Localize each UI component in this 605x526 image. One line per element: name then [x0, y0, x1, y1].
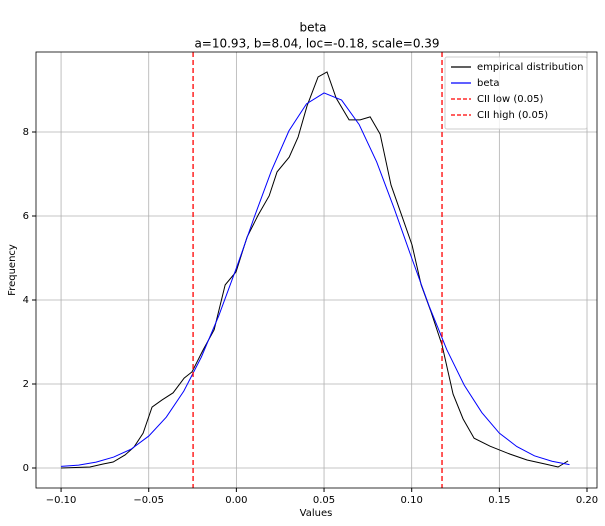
y-tick-label: 6 — [23, 211, 29, 222]
legend-box — [444, 56, 588, 130]
y-tick-label: 8 — [23, 127, 29, 138]
legend-label: CII low (0.05) — [477, 94, 543, 105]
y-axis-label: Frequency — [7, 244, 18, 296]
data-line — [61, 92, 570, 467]
y-tick-label: 0 — [23, 463, 29, 474]
x-axis-label: Values — [300, 508, 333, 519]
y-tick-label: 2 — [23, 379, 29, 390]
x-tick-label: 0.15 — [488, 495, 510, 506]
x-tick-label: −0.05 — [133, 495, 164, 506]
plot-frame — [35, 51, 598, 489]
data-line — [61, 71, 569, 469]
x-tick-label: 0.00 — [225, 495, 247, 506]
legend-label: empirical distribution — [477, 62, 583, 73]
x-tick-label: 0.10 — [401, 495, 423, 506]
y-tick-label: 4 — [23, 295, 29, 306]
x-tick-label: −0.10 — [46, 495, 77, 506]
x-tick-label: 0.20 — [576, 495, 598, 506]
x-tick-label: 0.05 — [313, 495, 335, 506]
legend-label: beta — [477, 78, 500, 89]
legend-label: CII high (0.05) — [477, 110, 548, 121]
chart-title: beta — [299, 21, 326, 35]
chart-subtitle: a=10.93, b=8.04, loc=-0.18, scale=0.39 — [194, 37, 439, 51]
